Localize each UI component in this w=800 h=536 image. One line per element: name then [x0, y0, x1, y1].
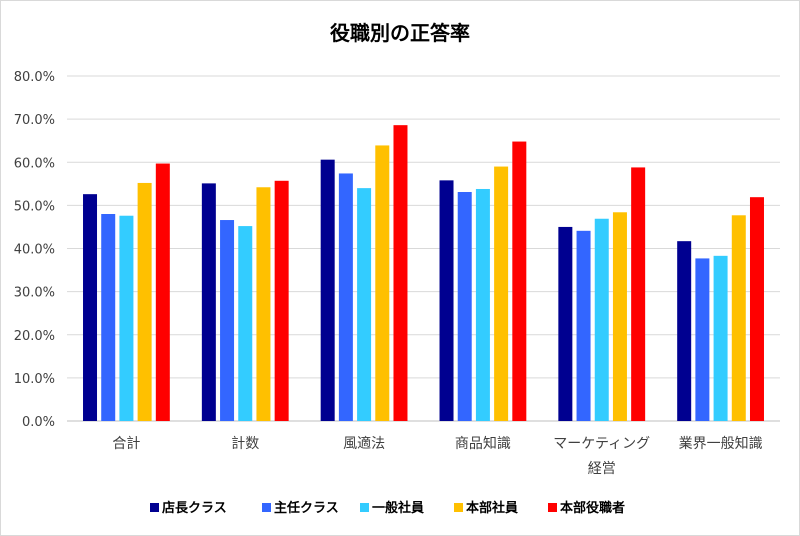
bar-3-0	[137, 182, 152, 421]
bar-1-2	[338, 173, 353, 421]
bar-1-0	[101, 214, 116, 421]
x-tick-label: マーケティング	[553, 436, 650, 452]
bar-0-1	[201, 183, 216, 421]
bar-0-0	[83, 194, 98, 421]
y-tick-label: 10.0%	[14, 372, 55, 387]
bar-1-3	[457, 192, 472, 421]
x-tick-label: 経営	[588, 461, 616, 477]
legend-label: 一般社員	[372, 500, 424, 516]
legend-swatch	[360, 503, 369, 512]
bar-0-2	[320, 159, 335, 421]
chart-title: 役職別の正答率	[330, 21, 470, 45]
bar-4-3	[512, 141, 527, 422]
bar-3-2	[375, 145, 390, 421]
bar-3-5	[731, 215, 746, 421]
legend-swatch	[548, 503, 557, 512]
bar-2-1	[238, 226, 253, 421]
legend-swatch	[262, 503, 271, 512]
legend-label: 本部役職者	[560, 500, 625, 516]
bar-2-2	[357, 188, 372, 421]
y-tick-label: 60.0%	[14, 156, 55, 171]
bar-0-4	[558, 226, 573, 421]
x-tick-label: 風適法	[343, 435, 385, 452]
y-tick-label: 40.0%	[14, 243, 55, 258]
bar-2-0	[119, 215, 134, 421]
y-tick-label: 0.0%	[22, 415, 55, 430]
bar-3-3	[494, 166, 509, 421]
x-tick-label: 商品知識	[455, 435, 511, 452]
legend-label: 主任クラス	[274, 500, 339, 516]
legend-swatch	[150, 503, 159, 512]
bar-4-0	[155, 163, 170, 421]
y-tick-label: 20.0%	[14, 329, 55, 344]
bar-4-5	[749, 197, 764, 421]
bar-1-1	[220, 220, 235, 421]
bar-4-4	[631, 167, 646, 421]
bar-0-5	[677, 241, 692, 421]
x-tick-label: 業界一般知識	[679, 435, 763, 452]
bar-3-1	[256, 187, 271, 421]
bar-2-4	[594, 218, 609, 421]
x-tick-label: 合計	[112, 436, 140, 452]
bar-1-4	[576, 230, 591, 421]
x-tick-label: 計数	[231, 436, 259, 452]
y-tick-label: 70.0%	[14, 113, 55, 128]
y-tick-label: 30.0%	[14, 286, 55, 301]
bar-4-1	[274, 180, 289, 421]
bar-2-5	[713, 255, 728, 421]
legend-label: 本部社員	[466, 500, 518, 516]
y-tick-label: 50.0%	[14, 199, 55, 214]
bar-0-3	[439, 180, 454, 421]
bar-1-5	[695, 258, 710, 421]
bar-2-3	[475, 188, 490, 421]
bar-4-2	[393, 125, 408, 421]
legend-label: 店長クラス	[162, 500, 227, 516]
y-tick-label: 80.0%	[14, 70, 55, 85]
legend-swatch	[454, 503, 463, 512]
bar-3-4	[612, 212, 627, 421]
